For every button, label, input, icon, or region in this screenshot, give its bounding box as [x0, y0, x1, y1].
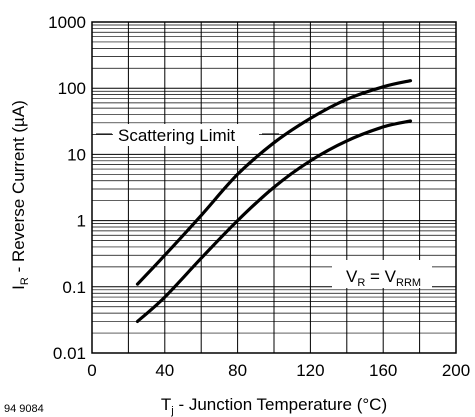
y-tick-label: 1	[77, 212, 86, 231]
y-tick-label: 0.1	[62, 278, 86, 297]
plot-frame	[91, 21, 457, 354]
x-tick-label: 80	[228, 361, 247, 380]
y-tick-label: 100	[58, 79, 86, 98]
scattering-limit-bg	[113, 124, 259, 146]
vr-condition-label: VR = VRRM	[346, 267, 421, 289]
figure-id: 94 9084	[4, 403, 44, 415]
x-axis-title: Tj - Junction Temperature (°C)	[161, 395, 387, 417]
y-axis-title: IR - Reverse Current (µA)	[9, 100, 31, 290]
series-line-1	[135, 79, 413, 286]
y-tick-label: 0.01	[53, 344, 86, 363]
tick-labels: 0 40 80 120 160 200 1000 100 10 1 0.1 0.01	[48, 13, 470, 380]
x-tick-label: 40	[155, 361, 174, 380]
scattering-limit-label: Scattering Limit	[118, 126, 235, 145]
x-tick-label: 200	[442, 361, 470, 380]
y-tick-label: 10	[67, 145, 86, 164]
series-layer	[135, 79, 413, 323]
x-tick-label: 160	[369, 361, 397, 380]
series-line-2	[135, 119, 413, 323]
vr-condition-bg	[332, 260, 432, 288]
y-tick-label: 1000	[48, 13, 86, 32]
x-tick-label: 0	[87, 361, 96, 380]
x-tick-label: 120	[296, 361, 324, 380]
